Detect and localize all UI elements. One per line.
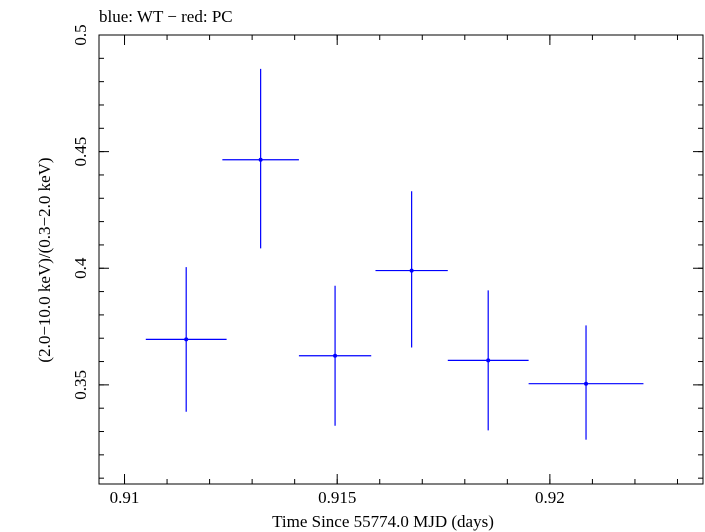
- x-axis-label: Time Since 55774.0 MJD (days): [272, 512, 494, 531]
- y-tick-label: 0.35: [71, 370, 90, 400]
- y-tick-label: 0.5: [71, 24, 90, 45]
- chart-title: blue: WT − red: PC: [99, 7, 233, 26]
- x-tick-label: 0.91: [110, 488, 140, 507]
- data-point: [409, 268, 414, 273]
- plot-frame: [98, 34, 704, 485]
- data-point: [486, 358, 491, 363]
- tick-labels: 0.91 0.915 0.92 0.35 0.4 0.45 0.5: [71, 24, 565, 507]
- data-point: [584, 381, 589, 386]
- data-point: [184, 337, 189, 342]
- y-tick-label: 0.45: [71, 137, 90, 167]
- y-tick-label: 0.4: [71, 257, 90, 279]
- x-tick-label: 0.915: [318, 488, 356, 507]
- x-tick-label: 0.92: [535, 488, 565, 507]
- y-axis-label: (2.0−10.0 keV)/(0.3−2.0 keV): [35, 157, 54, 362]
- data-point: [258, 157, 263, 162]
- data-marks: [145, 68, 644, 440]
- axis-ticks: [99, 34, 703, 484]
- data-point: [333, 353, 338, 358]
